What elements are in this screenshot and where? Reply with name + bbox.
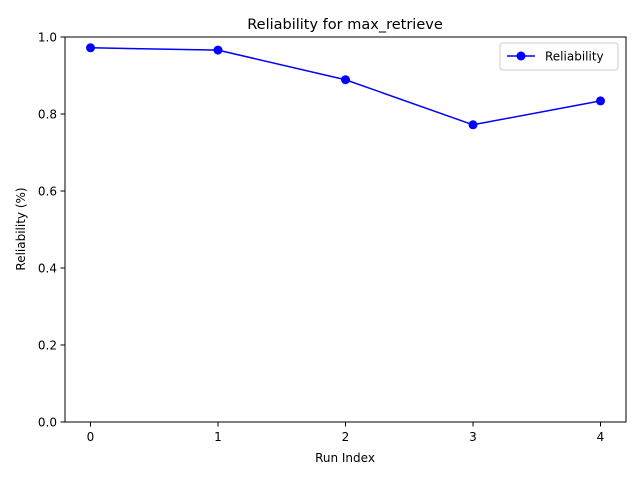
data-point (213, 45, 223, 55)
y-tick-label: 0.8 (38, 108, 57, 122)
y-tick-label: 0.6 (38, 185, 57, 199)
plot-area: 0 1 2 3 4 0.0 0.2 0.4 0.6 0.8 1.0 (38, 31, 627, 444)
data-point (86, 43, 95, 53)
data-point (341, 75, 350, 85)
legend: Reliability (499, 42, 619, 71)
data-point (468, 120, 478, 130)
x-tick-label: 4 (597, 430, 605, 444)
legend-marker-swatch (516, 51, 526, 61)
y-tick-label: 0.4 (38, 262, 57, 276)
x-axis-label: Run Index (315, 451, 375, 465)
y-axis-label: Reliability (%) (14, 187, 28, 270)
data-point (596, 96, 605, 106)
x-tick-label: 2 (342, 430, 350, 444)
x-tick-label: 3 (469, 430, 477, 444)
axes-frame (64, 36, 627, 423)
legend-frame (499, 42, 619, 71)
y-tick-label: 0.2 (38, 339, 57, 353)
y-tick-label: 1.0 (38, 31, 57, 45)
legend-label: Reliability (545, 50, 604, 64)
x-tick-label: 0 (87, 430, 95, 444)
chart-title: Reliability for max_retrieve (247, 17, 443, 33)
y-tick-label: 0.0 (38, 416, 57, 430)
x-tick-label: 1 (214, 430, 222, 444)
